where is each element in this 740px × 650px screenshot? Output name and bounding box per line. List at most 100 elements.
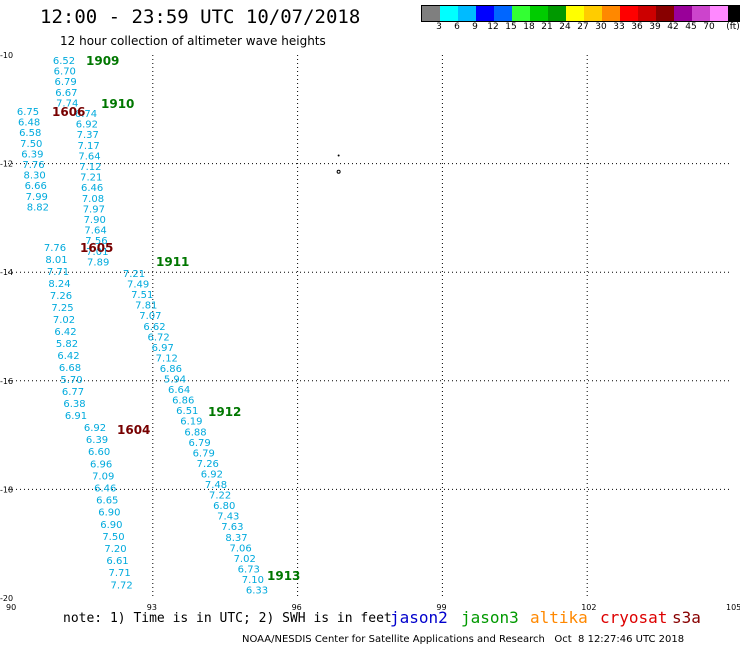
- legend-label: 12: [487, 22, 499, 32]
- legend-swatch: [728, 6, 740, 21]
- swh-value: 6.48: [18, 118, 40, 129]
- swh-value: 6.90: [100, 520, 122, 531]
- swh-value: 6.73: [238, 564, 260, 575]
- swh-value: 6.51: [176, 406, 198, 417]
- legend-label: 21: [541, 22, 553, 32]
- track-label: 1910: [101, 97, 134, 111]
- lon-label: 99: [436, 603, 446, 612]
- swh-value: 6.46: [81, 183, 103, 194]
- swh-value: 8.30: [23, 171, 45, 182]
- swh-value: 7.20: [104, 544, 126, 555]
- swh-value: 6.66: [25, 181, 47, 192]
- legend-swatch: [584, 6, 602, 21]
- swh-value: 7.10: [242, 575, 264, 586]
- lat-label: -12: [0, 160, 13, 169]
- track-1605: 16057.768.017.718.247.267.257.026.425.82…: [44, 241, 114, 422]
- footer-note: note: 1) Time is in UTC; 2) SWH is in fe…: [63, 611, 392, 626]
- legend-swatch: [692, 6, 710, 21]
- swh-value: 7.26: [197, 459, 219, 470]
- swh-value: 6.58: [19, 128, 41, 139]
- legend-swatch: [458, 6, 476, 21]
- swh-value: 7.12: [156, 353, 178, 364]
- swh-value: 5.94: [164, 375, 186, 386]
- lon-label: 102: [581, 603, 596, 612]
- track-1909: 1909 6.526.706.796.677.74: [53, 54, 120, 109]
- island-dot: [337, 154, 340, 157]
- swh-value: 7.25: [51, 303, 73, 314]
- legend-unit: (ft): [726, 22, 740, 32]
- track-label: 1604: [117, 423, 150, 437]
- swh-value: 6.77: [62, 387, 84, 398]
- swh-value: 7.76: [44, 243, 66, 254]
- legend-swatch: [530, 6, 548, 21]
- swh-value: 6.72: [147, 332, 169, 343]
- lon-label: 90: [6, 603, 16, 612]
- legend-swatch: [512, 6, 530, 21]
- legend-label: 45: [685, 22, 697, 32]
- swh-value: 7.51: [131, 290, 153, 301]
- legend-label: 27: [577, 22, 589, 32]
- legend-sat-s3a: s3a: [672, 608, 701, 627]
- swh-value: 6.60: [88, 447, 110, 458]
- map-grid: [8, 55, 732, 598]
- swh-value: 8.01: [45, 255, 67, 266]
- legend-label: 6: [454, 22, 460, 32]
- legend-sat-jason2: jason2: [390, 608, 448, 627]
- swh-value: 7.17: [77, 141, 99, 152]
- track-label: 1605: [80, 241, 113, 255]
- track-1604: 16046.926.396.606.967.096.466.656.906.90…: [84, 423, 151, 591]
- swh-value: 6.62: [143, 322, 165, 333]
- swh-value: 6.88: [184, 427, 206, 438]
- lat-label: -16: [0, 377, 13, 386]
- legend-label: 18: [523, 22, 535, 32]
- swh-value: 7.72: [111, 580, 133, 591]
- swh-value: 7.37: [77, 130, 99, 141]
- swh-value: 7.12: [79, 162, 101, 173]
- swh-value: 7.02: [234, 554, 256, 565]
- swh-value: 6.86: [172, 396, 194, 407]
- swh-value: 6.67: [55, 88, 77, 99]
- swh-value: 6.92: [76, 120, 98, 131]
- swh-value: 6.75: [17, 107, 39, 118]
- legend-swatch: [566, 6, 584, 21]
- swh-value: 7.89: [87, 257, 109, 268]
- swh-value: 7.74: [56, 98, 78, 109]
- track-1910: 19106.746.927.377.177.647.127.216.467.08…: [75, 97, 135, 268]
- swh-value: 7.08: [82, 194, 104, 205]
- swh-value: 7.48: [205, 480, 227, 491]
- swh-value: 6.70: [54, 67, 76, 78]
- swh-value: 7.26: [50, 291, 72, 302]
- swh-value: 7.21: [123, 269, 145, 280]
- lat-label: -14: [0, 268, 13, 277]
- legend-swatch: [440, 6, 458, 21]
- legend-label: 24: [559, 22, 571, 32]
- legend-swatch: [656, 6, 674, 21]
- lon-label: 96: [292, 603, 302, 612]
- lat-label: -18: [0, 485, 13, 494]
- swh-value: 6.42: [54, 327, 76, 338]
- swh-value: 6.90: [98, 508, 120, 519]
- swh-value: 7.64: [84, 226, 106, 237]
- swh-value: 7.09: [92, 471, 114, 482]
- swh-value: 7.97: [83, 204, 105, 215]
- swh-value: 6.42: [57, 351, 79, 362]
- swh-value: 6.80: [213, 501, 235, 512]
- legend-label: 39: [649, 22, 661, 32]
- track-label: 1606: [52, 105, 85, 119]
- swh-value: 7.01: [86, 247, 108, 258]
- swh-value: 7.90: [84, 215, 106, 226]
- swh-value: 6.46: [94, 484, 116, 495]
- swh-value: 8.37: [225, 533, 247, 544]
- swh-value: 6.64: [168, 385, 190, 396]
- swh-value: 6.52: [53, 56, 75, 67]
- color-scale-legend: [421, 5, 740, 22]
- swh-value: 5.82: [56, 339, 78, 350]
- legend-sat-jason3: jason3: [461, 608, 519, 627]
- swh-value: 7.50: [102, 532, 124, 543]
- legend-sat-altika: altika: [530, 608, 588, 627]
- track-1911: 1911 7.217.497.517.817.076.626.726.977.12…: [123, 255, 268, 597]
